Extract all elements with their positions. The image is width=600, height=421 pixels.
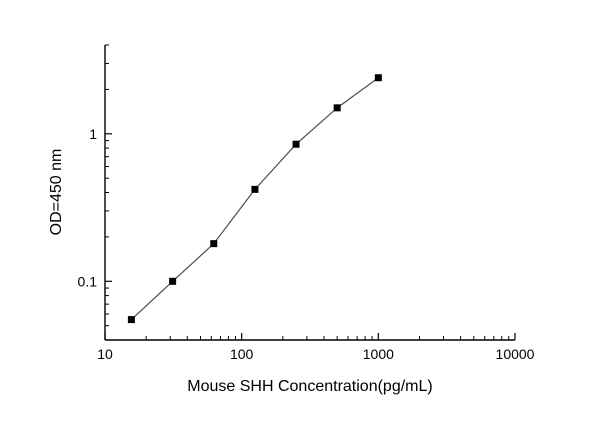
x-tick-label: 10 — [97, 346, 113, 362]
x-tick-label: 10000 — [496, 346, 535, 362]
data-point-marker — [333, 104, 341, 112]
series-line — [130, 77, 379, 321]
y-tick-label: 1 — [89, 126, 97, 142]
data-point-marker — [210, 240, 218, 248]
data-point-marker — [251, 185, 259, 193]
y-tick-label: 0.1 — [78, 273, 98, 289]
data-point-marker — [127, 316, 135, 324]
data-point-marker — [292, 140, 300, 148]
data-point-marker — [374, 74, 382, 82]
x-tick-label: 1000 — [363, 346, 394, 362]
x-tick-label: 100 — [230, 346, 254, 362]
data-point-marker — [169, 277, 177, 285]
